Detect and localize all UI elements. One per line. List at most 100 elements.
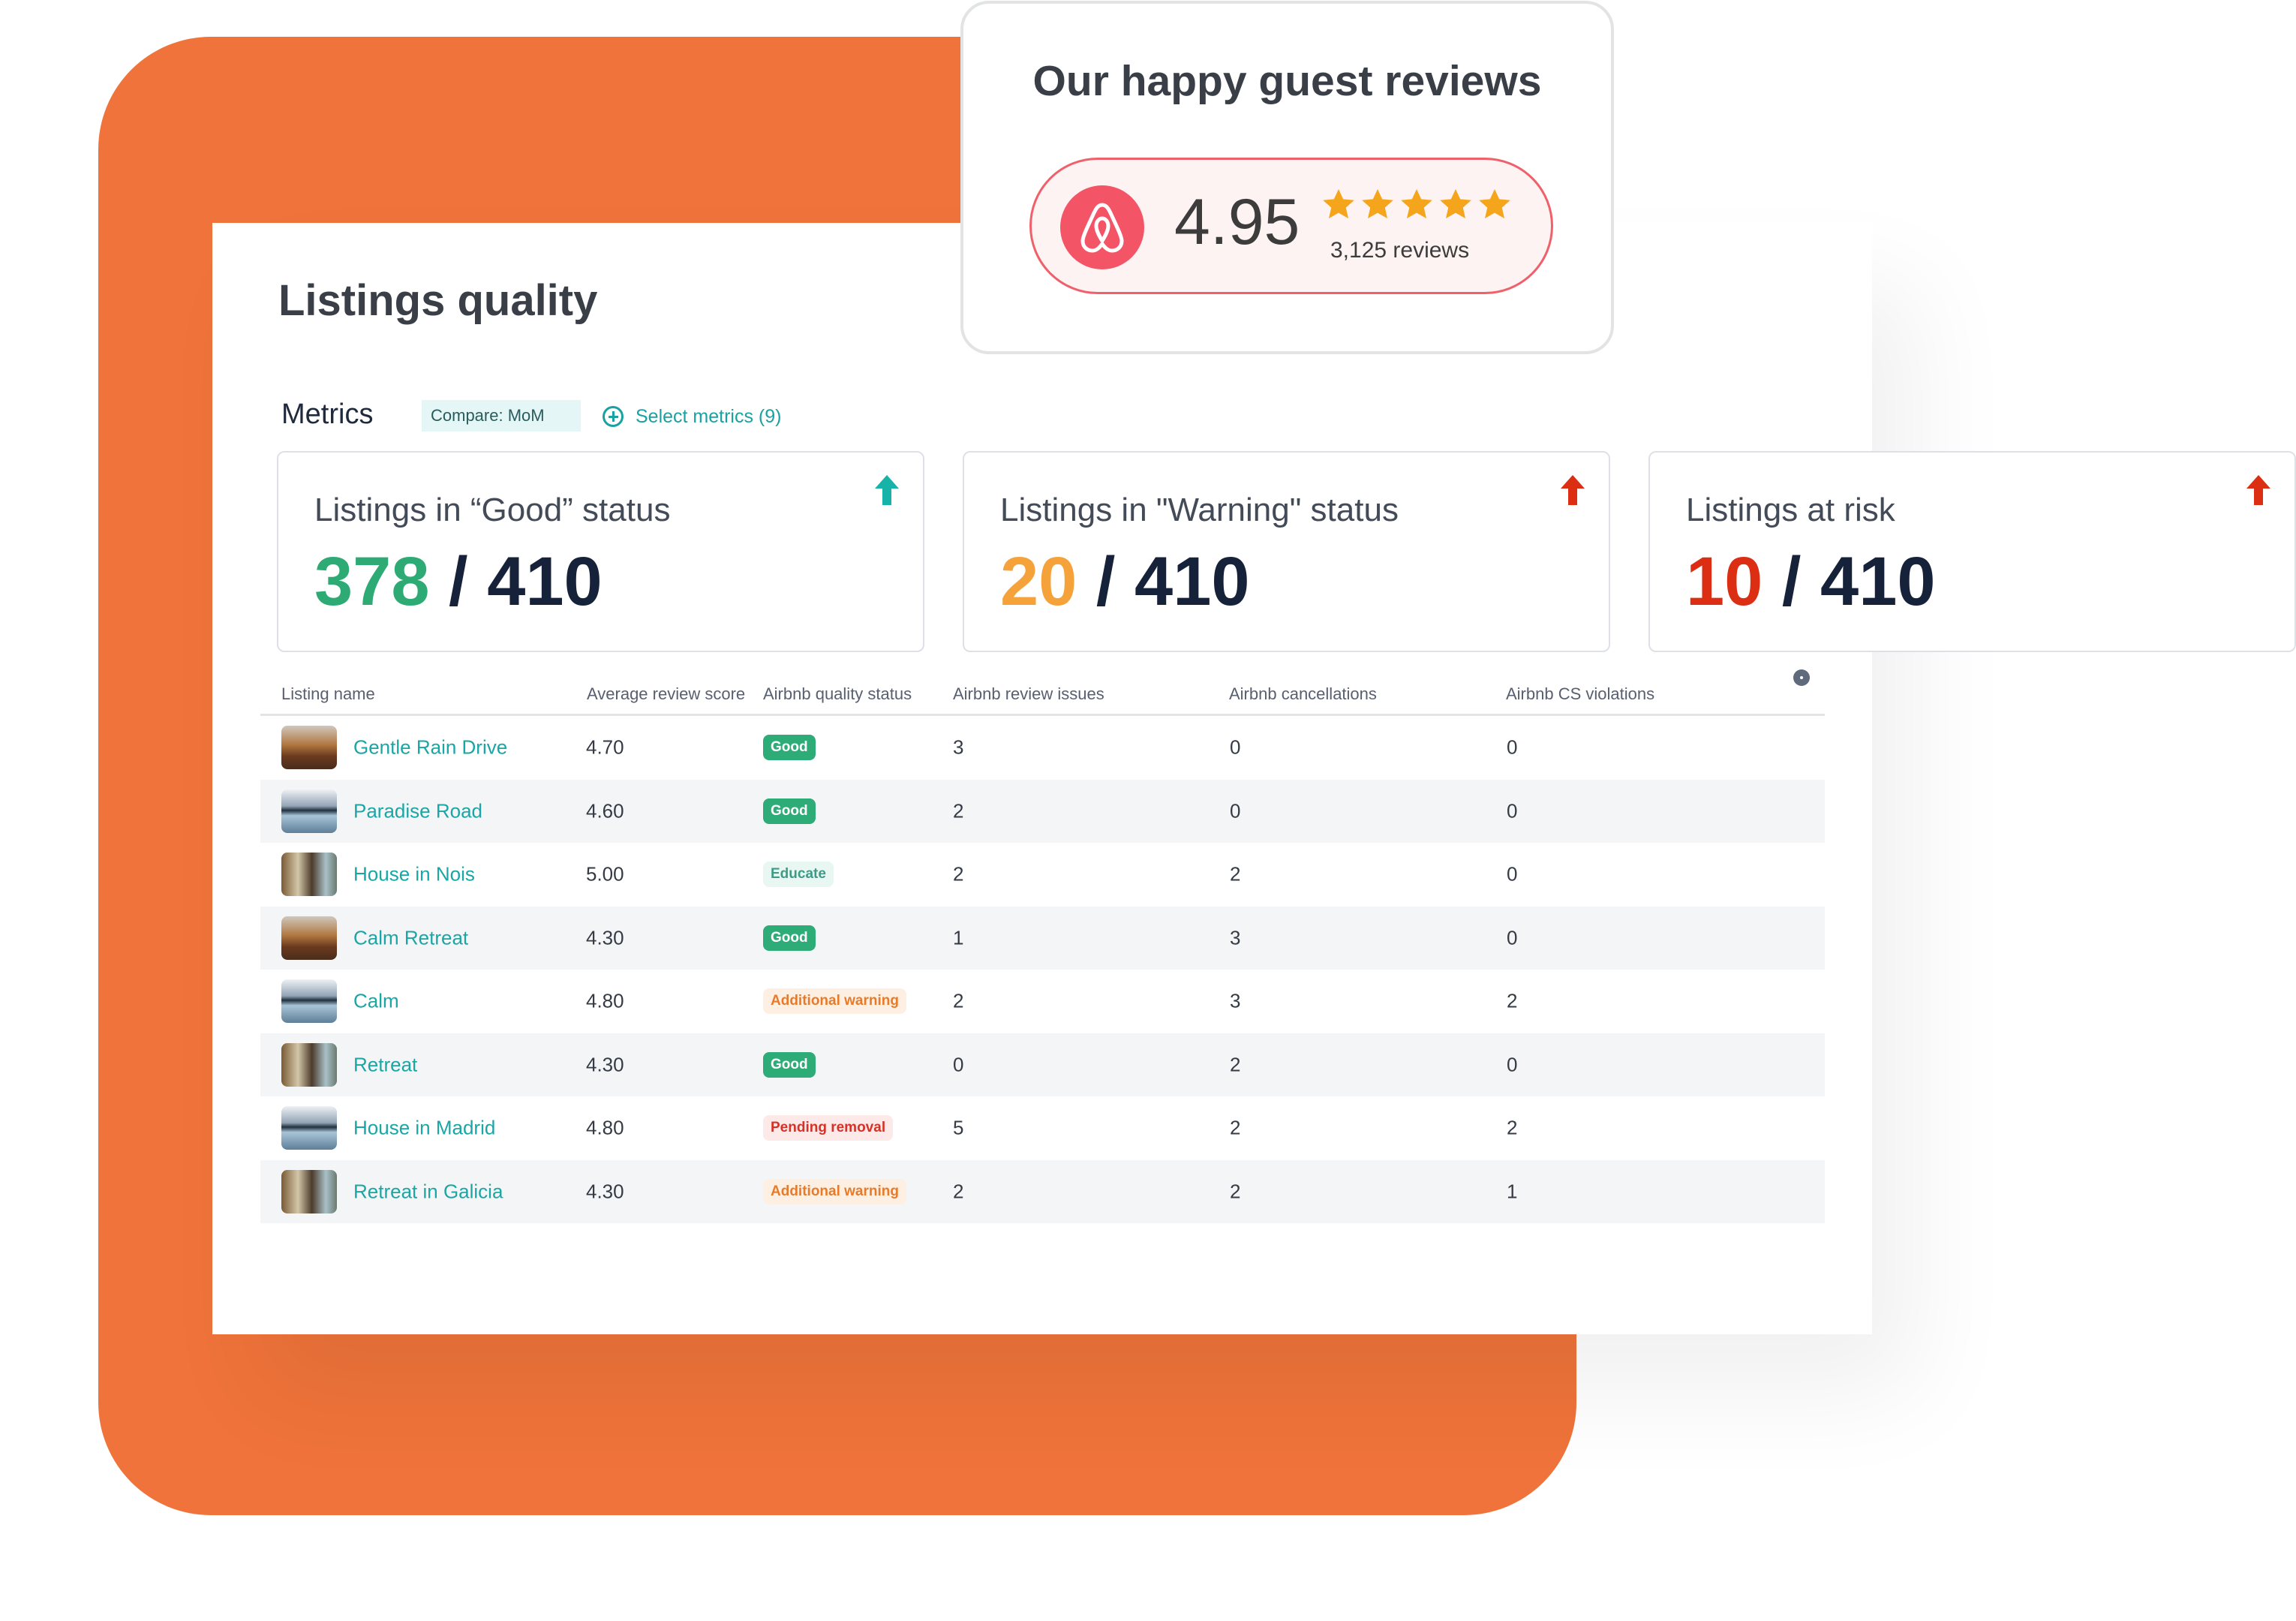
status-badge: Additional warning	[763, 988, 906, 1015]
column-header[interactable]: Airbnb CS violations	[1506, 684, 1655, 703]
gear-icon[interactable]	[1793, 669, 1810, 686]
stat-card-good: Listings in “Good” status 378 / 410	[277, 451, 924, 652]
page-title: Listings quality	[278, 276, 598, 325]
listing-thumbnail	[281, 726, 337, 770]
listing-name-link[interactable]: Calm Retreat	[353, 926, 469, 949]
stat-value: 10 / 410	[1686, 543, 1936, 621]
status-badge: Good	[763, 925, 816, 951]
stat-count: 20	[1000, 543, 1077, 620]
listing-thumbnail	[281, 1169, 337, 1213]
stat-total: 410	[1820, 543, 1936, 620]
rating-pill: 4.95 3,125 reviews	[1029, 158, 1553, 294]
listing-thumbnail	[281, 916, 337, 960]
stat-card-warning: Listings in "Warning" status 20 / 410	[963, 451, 1610, 652]
table-row[interactable]: House in Nois 5.00 Educate 2 2 0	[260, 843, 1825, 907]
cs-violations-count: 1	[1507, 1180, 1518, 1203]
column-header[interactable]: Listing name	[281, 684, 375, 703]
stat-label: Listings at risk	[1686, 492, 1895, 528]
review-issues-count: 2	[953, 989, 964, 1012]
stat-separator: /	[1763, 543, 1821, 620]
cs-violations-count: 2	[1507, 989, 1518, 1012]
cancellations-count: 2	[1230, 1180, 1241, 1203]
listing-thumbnail	[281, 789, 337, 833]
cancellations-count: 2	[1230, 1116, 1241, 1139]
table-row[interactable]: Calm 4.80 Additional warning 2 3 2	[260, 970, 1825, 1033]
arrow-up-icon	[1561, 475, 1585, 505]
cs-violations-count: 0	[1507, 862, 1518, 886]
column-header[interactable]: Average review score	[587, 684, 746, 703]
cs-violations-count: 2	[1507, 1116, 1518, 1139]
listing-thumbnail	[281, 1106, 337, 1150]
star-icon	[1323, 189, 1354, 218]
review-issues-count: 3	[953, 735, 964, 759]
review-issues-count: 2	[953, 799, 964, 823]
average-review-score: 4.70	[586, 735, 624, 759]
average-review-score: 4.60	[586, 799, 624, 823]
average-review-score: 4.30	[586, 926, 624, 949]
table-body: Gentle Rain Drive 4.70 Good 3 0 0 Paradise Roa…	[260, 716, 1825, 1223]
stat-value: 20 / 410	[1000, 543, 1250, 621]
listing-name-link[interactable]: House in Nois	[353, 862, 475, 886]
listing-name-link[interactable]: Retreat	[353, 1053, 418, 1076]
cancellations-count: 0	[1230, 799, 1241, 823]
review-issues-count: 5	[953, 1116, 964, 1139]
column-header[interactable]: Airbnb quality status	[763, 684, 912, 703]
listing-name-link[interactable]: Paradise Road	[353, 799, 482, 823]
cancellations-count: 0	[1230, 735, 1241, 759]
star-icon	[1362, 189, 1393, 218]
star-rating	[1321, 187, 1513, 223]
star-icon	[1440, 189, 1471, 218]
listing-name-link[interactable]: Retreat in Galicia	[353, 1180, 503, 1203]
listing-name-link[interactable]: Gentle Rain Drive	[353, 735, 508, 759]
status-badge: Additional warning	[763, 1178, 906, 1204]
stat-total: 410	[1134, 543, 1250, 620]
listing-name-link[interactable]: House in Madrid	[353, 1116, 496, 1139]
average-review-score: 4.30	[586, 1053, 624, 1076]
cancellations-count: 3	[1230, 989, 1241, 1012]
cs-violations-count: 0	[1507, 926, 1518, 949]
star-icon	[1479, 189, 1510, 218]
stat-count: 10	[1686, 543, 1763, 620]
column-header[interactable]: Airbnb review issues	[953, 684, 1104, 703]
stat-total: 410	[487, 543, 603, 620]
review-issues-count: 0	[953, 1053, 964, 1076]
table-row[interactable]: Retreat 4.30 Good 0 2 0	[260, 1033, 1825, 1096]
listing-name-link[interactable]: Calm	[353, 989, 399, 1012]
table-row[interactable]: Paradise Road 4.60 Good 2 0 0	[260, 779, 1825, 843]
review-issues-count: 2	[953, 1180, 964, 1203]
arrow-up-icon	[875, 475, 899, 505]
listing-thumbnail	[281, 979, 337, 1024]
stat-separator: /	[429, 543, 488, 620]
review-issues-count: 1	[953, 926, 964, 949]
select-metrics-label: Select metrics (9)	[636, 405, 782, 427]
table-row[interactable]: House in Madrid 4.80 Pending removal 5 2 2	[260, 1096, 1825, 1160]
average-review-score: 4.80	[586, 989, 624, 1012]
cancellations-count: 3	[1230, 926, 1241, 949]
compare-chip[interactable]: Compare: MoM	[422, 400, 581, 432]
table-row[interactable]: Retreat in Galicia 4.30 Additional warning…	[260, 1159, 1825, 1223]
cs-violations-count: 0	[1507, 799, 1518, 823]
cancellations-count: 2	[1230, 1053, 1241, 1076]
cs-violations-count: 0	[1507, 735, 1518, 759]
table-row[interactable]: Calm Retreat 4.30 Good 1 3 0	[260, 906, 1825, 970]
metrics-label: Metrics	[281, 398, 374, 430]
listings-table: Listing name Average review score Airbnb…	[260, 669, 1825, 1223]
stat-card-risk: Listings at risk 10 / 410	[1648, 451, 2296, 652]
guest-reviews-card: Our happy guest reviews 4.95 3,125 revie…	[960, 1, 1614, 354]
star-icon	[1401, 189, 1432, 218]
airbnb-logo-icon	[1060, 185, 1144, 269]
rating-value: 4.95	[1174, 186, 1300, 258]
average-review-score: 4.80	[586, 1116, 624, 1139]
review-issues-count: 2	[953, 862, 964, 886]
status-badge: Good	[763, 1051, 816, 1078]
table-header: Listing name Average review score Airbnb…	[260, 669, 1825, 716]
table-row[interactable]: Gentle Rain Drive 4.70 Good 3 0 0	[260, 716, 1825, 780]
cs-violations-count: 0	[1507, 1053, 1518, 1076]
column-header[interactable]: Airbnb cancellations	[1229, 684, 1377, 703]
reviews-count: 3,125 reviews	[1330, 238, 1470, 263]
select-metrics-button[interactable]: Select metrics (9)	[603, 401, 781, 432]
listings-quality-panel: Listings quality Metrics Compare: MoM Se…	[212, 223, 1872, 1334]
status-badge: Pending removal	[763, 1115, 894, 1141]
status-badge: Educate	[763, 862, 834, 888]
listing-thumbnail	[281, 1042, 337, 1087]
